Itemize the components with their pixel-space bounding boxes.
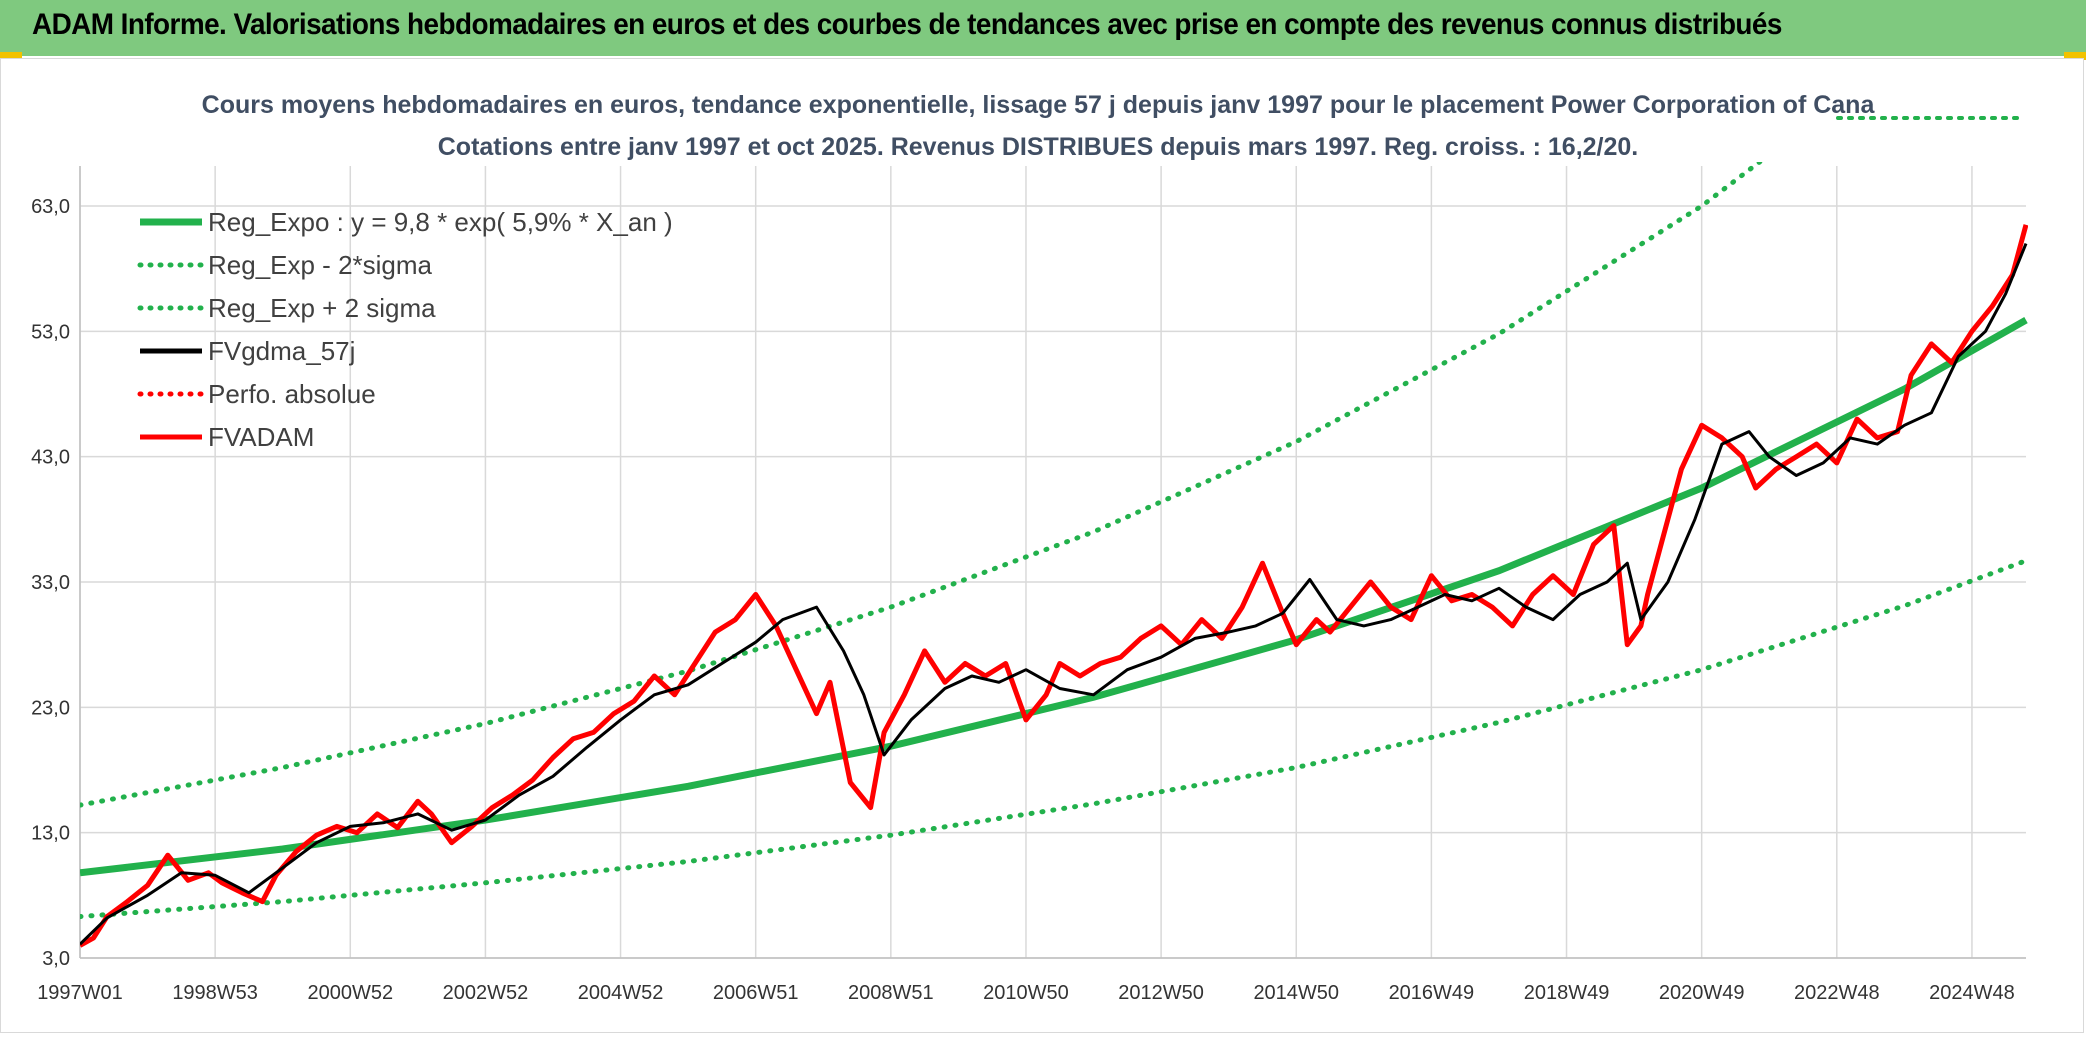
y-tick-label: 33,0 [31, 572, 70, 594]
x-tick-label: 2010W50 [983, 982, 1069, 1004]
header-banner: ADAM Informe. Valorisations hebdomadaire… [0, 0, 2086, 56]
chart-title-line2: Cotations entre janv 1997 et oct 2025. R… [438, 133, 1639, 161]
x-tick-label: 2006W51 [713, 982, 799, 1004]
x-tick-label: 2022W48 [1794, 982, 1880, 1004]
x-tick-label: 2024W48 [1929, 982, 2015, 1004]
banner-accent-right [2064, 52, 2086, 60]
x-tick-label: 2016W49 [1389, 982, 1475, 1004]
y-tick-label: 53,0 [31, 321, 70, 343]
chart-frame [0, 58, 2084, 1033]
x-tick-label: 2012W50 [1118, 982, 1204, 1004]
series-reg-exp-2-sigma [80, 558, 2028, 920]
series-reg-exp-2-sigma [80, 162, 1764, 808]
y-tick-label: 3,0 [42, 948, 70, 970]
x-tick-label: 1998W53 [172, 982, 258, 1004]
x-tick-label: 2002W52 [443, 982, 529, 1004]
x-tick-label: 1997W01 [37, 982, 123, 1004]
series-fvgdma-57j [80, 243, 2028, 946]
chart-title-line1: Cours moyens hebdomadaires en euros, ten… [202, 91, 1876, 119]
legend-label: Reg_Expo : y = 9,8 * exp( 5,9% * X_an ) [208, 207, 673, 237]
y-tick-label: 43,0 [31, 447, 70, 469]
page-title: ADAM Informe. Valorisations hebdomadaire… [32, 8, 1782, 41]
x-tick-label: 2004W52 [578, 982, 664, 1004]
legend-label: FVADAM [208, 422, 314, 452]
legend-label: Perfo. absolue [208, 379, 376, 409]
x-tick-label: 2000W52 [307, 982, 393, 1004]
y-tick-label: 23,0 [31, 697, 70, 719]
y-tick-label: 13,0 [31, 823, 70, 845]
banner-accent-left [0, 52, 22, 60]
x-tick-label: 2008W51 [848, 982, 934, 1004]
x-tick-label: 2014W50 [1253, 982, 1339, 1004]
x-tick-label: 2018W49 [1524, 982, 1610, 1004]
series-fvadam [80, 224, 2028, 948]
legend-label: Reg_Exp - 2*sigma [208, 250, 433, 280]
x-tick-label: 2020W49 [1659, 982, 1745, 1004]
legend-label: Reg_Exp + 2 sigma [208, 293, 436, 323]
legend-label: FVgdma_57j [208, 336, 355, 366]
y-tick-label: 63,0 [31, 196, 70, 218]
